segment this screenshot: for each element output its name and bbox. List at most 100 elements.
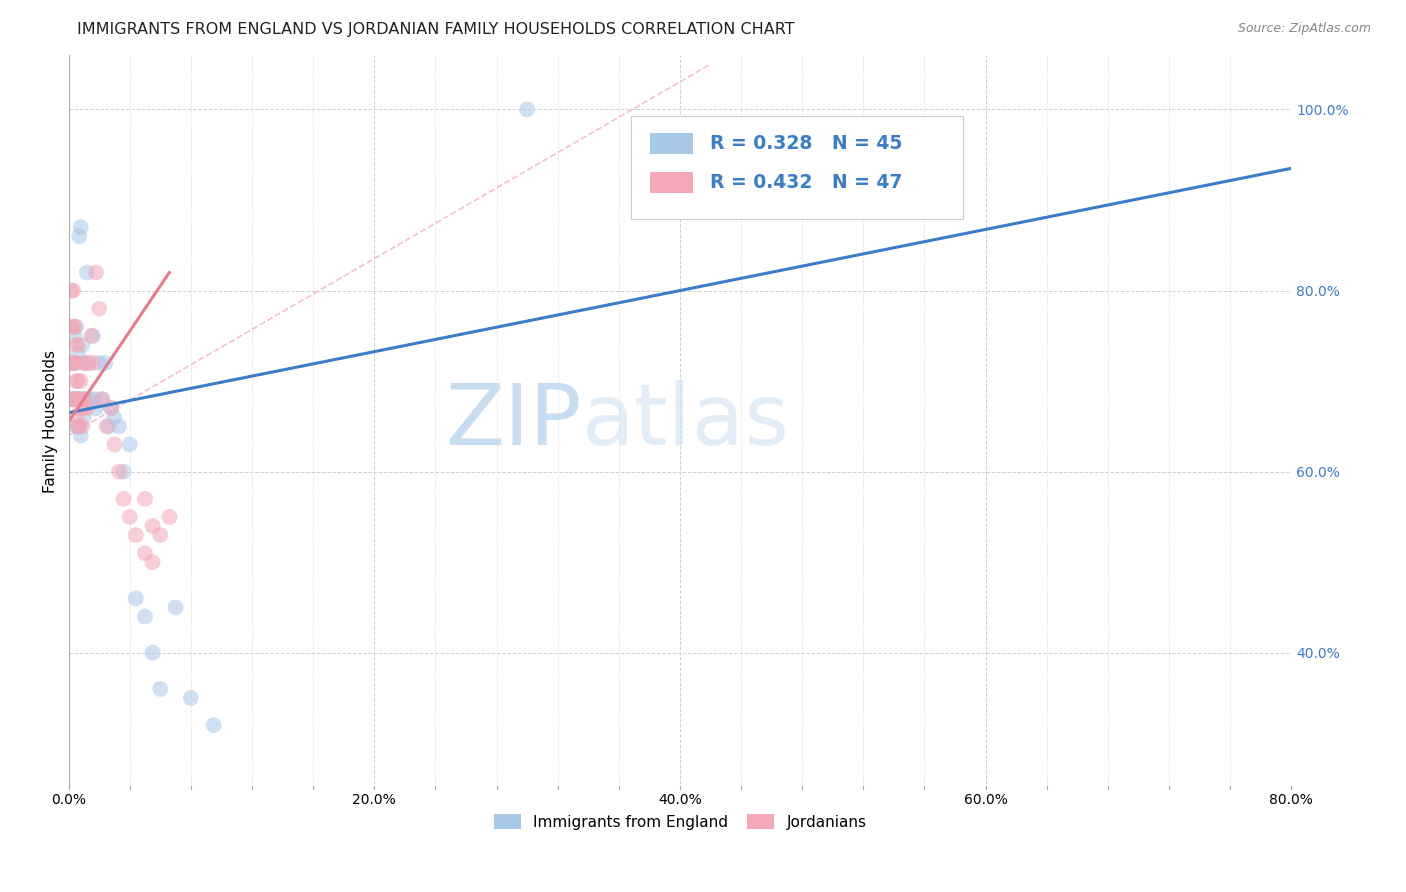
Point — [134, 609, 156, 624]
Point — [62, 392, 84, 407]
Point — [134, 491, 156, 506]
Point — [66, 347, 89, 361]
Point — [103, 437, 125, 451]
Point — [84, 265, 107, 279]
Text: Source: ZipAtlas.com: Source: ZipAtlas.com — [1237, 22, 1371, 36]
Point — [63, 392, 86, 407]
Point — [67, 419, 90, 434]
Y-axis label: Family Households: Family Households — [44, 351, 58, 493]
Point — [76, 265, 98, 279]
Point — [112, 465, 135, 479]
Text: ZIP: ZIP — [446, 380, 582, 463]
Point — [149, 681, 172, 696]
Point — [73, 410, 96, 425]
Point — [69, 220, 91, 235]
Point — [65, 392, 87, 407]
Point — [149, 528, 172, 542]
Point — [112, 491, 135, 506]
Point — [82, 356, 104, 370]
Point — [165, 600, 187, 615]
Point — [62, 392, 84, 407]
Point — [103, 410, 125, 425]
Point — [80, 328, 103, 343]
Point — [72, 338, 94, 352]
Point — [62, 319, 84, 334]
Point — [63, 328, 86, 343]
Point — [84, 401, 107, 416]
Point — [76, 401, 98, 416]
Point — [108, 465, 131, 479]
Point — [91, 392, 114, 407]
Point — [100, 401, 122, 416]
Point — [65, 338, 87, 352]
Point — [65, 419, 87, 434]
Point — [125, 528, 148, 542]
Point — [83, 392, 105, 407]
Point — [65, 356, 87, 370]
Legend: Immigrants from England, Jordanians: Immigrants from England, Jordanians — [488, 807, 873, 836]
Point — [72, 392, 94, 407]
Point — [66, 338, 89, 352]
Point — [60, 356, 83, 370]
Point — [66, 392, 89, 407]
Point — [125, 591, 148, 606]
Point — [100, 401, 122, 416]
Point — [118, 437, 141, 451]
Point — [79, 392, 101, 407]
Text: atlas: atlas — [582, 380, 790, 463]
Point — [157, 509, 180, 524]
Point — [63, 356, 86, 370]
Point — [69, 401, 91, 416]
Point — [134, 546, 156, 560]
Point — [67, 419, 90, 434]
Point — [77, 356, 100, 370]
Point — [73, 401, 96, 416]
Point — [72, 419, 94, 434]
Point — [62, 356, 84, 370]
Point — [94, 356, 117, 370]
Point — [62, 356, 84, 370]
Text: R = 0.432   N = 47: R = 0.432 N = 47 — [710, 173, 903, 192]
Point — [63, 356, 86, 370]
Point — [75, 392, 97, 407]
Point — [96, 419, 118, 434]
Text: IMMIGRANTS FROM ENGLAND VS JORDANIAN FAMILY HOUSEHOLDS CORRELATION CHART: IMMIGRANTS FROM ENGLAND VS JORDANIAN FAM… — [77, 22, 794, 37]
Point — [142, 555, 165, 569]
Point — [180, 690, 202, 705]
Point — [66, 419, 89, 434]
Point — [63, 392, 86, 407]
Point — [516, 103, 538, 117]
Point — [73, 356, 96, 370]
Point — [77, 356, 100, 370]
Point — [59, 356, 82, 370]
Point — [62, 284, 84, 298]
Point — [69, 428, 91, 442]
Point — [69, 374, 91, 388]
Point — [67, 229, 90, 244]
Point — [66, 374, 89, 388]
Point — [118, 509, 141, 524]
Point — [60, 284, 83, 298]
Point — [65, 319, 87, 334]
Point — [91, 392, 114, 407]
Point — [67, 392, 90, 407]
Point — [82, 328, 104, 343]
Point — [142, 519, 165, 533]
Point — [202, 718, 225, 732]
Point — [60, 319, 83, 334]
Point — [142, 646, 165, 660]
Text: R = 0.328   N = 45: R = 0.328 N = 45 — [710, 134, 903, 153]
Point — [66, 419, 89, 434]
Point — [87, 301, 110, 316]
Point — [87, 356, 110, 370]
Point — [67, 392, 90, 407]
Point — [65, 410, 87, 425]
Point — [63, 319, 86, 334]
Point — [97, 419, 120, 434]
Point — [72, 392, 94, 407]
Point — [108, 419, 131, 434]
Point — [73, 356, 96, 370]
Point — [65, 374, 87, 388]
Point — [75, 392, 97, 407]
Point — [59, 392, 82, 407]
